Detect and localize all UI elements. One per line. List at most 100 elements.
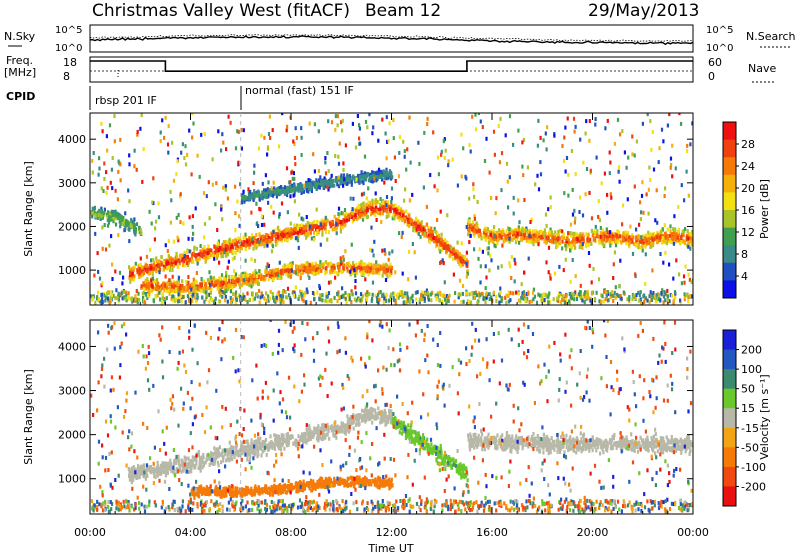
power-cell-main_band — [447, 246, 450, 251]
power-cell-main_band — [392, 213, 395, 218]
power-cell-lower_band — [169, 282, 172, 287]
power-cell-near-range — [420, 293, 423, 297]
power-cell-lower_band — [264, 276, 267, 281]
power-cell-upper_arc — [331, 179, 334, 184]
power-cell-late_band — [484, 229, 487, 234]
power-cell-lower_band — [252, 279, 255, 284]
power-cell-late_band — [651, 241, 654, 246]
power-cell-late_band — [687, 236, 690, 241]
power-cell-early_patch — [113, 212, 116, 217]
power-cell-upper_arc — [291, 187, 295, 192]
power-cell-main_band — [330, 220, 333, 225]
power-cell-late_band — [468, 232, 471, 236]
power-cell-scatter — [385, 195, 389, 199]
power-cell-scatter — [403, 154, 406, 159]
power-cell-near-range — [96, 295, 99, 300]
power-cell-scatter — [554, 240, 557, 245]
power-cell-near-range — [637, 290, 640, 295]
power-cell-main_band — [215, 252, 218, 257]
power-cell-scatter — [439, 261, 442, 265]
power-cell-late_band — [517, 225, 520, 230]
power-cell-early_patch — [118, 219, 121, 224]
power-cell-main_band — [277, 225, 280, 230]
power-cell-scatter — [191, 113, 194, 116]
power-cell-scatter — [595, 290, 598, 295]
power-cell-early_patch — [131, 219, 135, 224]
power-cell-early_patch — [105, 212, 109, 217]
power-cell-scatter — [547, 245, 551, 250]
power-cell-scatter — [184, 144, 187, 149]
power-cell-scatter — [344, 143, 347, 148]
power-cell-scatter — [417, 140, 420, 145]
power-cell-late_band — [511, 230, 514, 235]
power-cell-lower_band — [177, 275, 180, 280]
power-cell-main_band — [295, 223, 298, 228]
power-cell-scatter — [436, 188, 439, 193]
power-cell-early_patch — [90, 211, 93, 216]
power-cell-late_band — [622, 238, 625, 243]
power-cell-late_band — [672, 231, 675, 236]
power-cell-near-range — [214, 296, 217, 301]
power-cell-late_band — [515, 233, 518, 238]
power-cell-scatter — [236, 199, 239, 204]
power-cell-near-range — [279, 294, 282, 299]
power-cell-main_band — [315, 226, 318, 231]
power-cell-near-range — [479, 293, 482, 297]
power-cell-late_band — [561, 246, 564, 251]
power-cell-near-range — [583, 300, 586, 305]
power-cell-main_band — [287, 227, 290, 232]
power-cell-main_band — [284, 237, 287, 242]
power-cell-main_band — [203, 250, 206, 255]
power-cell-late_band — [684, 226, 687, 231]
power-cell-late_band — [483, 235, 486, 240]
power-cell-lower_band — [375, 268, 378, 273]
power-cell-main_band — [315, 220, 318, 225]
power-cell-late_band — [561, 239, 564, 244]
power-cell-scatter — [236, 129, 239, 134]
power-cell-scatter — [547, 207, 550, 212]
power-cell-upper_arc — [247, 197, 250, 202]
power-cell-late_band — [685, 235, 688, 240]
power-cell-main_band — [421, 228, 424, 232]
power-cell-main_band — [157, 262, 160, 267]
power-cell-scatter — [194, 206, 197, 211]
power-cell-late_band — [663, 232, 666, 236]
power-cell-near-range — [321, 298, 324, 303]
power-cell-upper_arc — [342, 173, 346, 178]
power-cell-lower_band — [317, 267, 320, 272]
power-cell-near-range — [408, 296, 411, 301]
power-cell-scatter — [640, 210, 643, 215]
power-cell-near-range — [382, 300, 385, 305]
power-cell-near-range — [640, 300, 643, 305]
power-cell-scatter — [181, 142, 184, 147]
power-cell-scatter — [237, 160, 240, 165]
power-cell-main_band — [160, 255, 163, 260]
power-cell-late_band — [517, 228, 520, 233]
power-cell-scatter — [537, 118, 540, 123]
power-cell-scatter — [647, 187, 650, 192]
power-cell-main_band — [439, 249, 442, 254]
power-cell-main_band — [228, 249, 231, 254]
power-cell-scatter — [587, 251, 591, 255]
power-cell-main_band — [333, 227, 336, 232]
power-cell-scatter — [202, 191, 206, 196]
power-cell-main_band — [167, 254, 170, 258]
power-cell-scatter — [339, 258, 342, 263]
power-cell-near-range — [344, 291, 347, 295]
power-cell-upper_arc — [262, 193, 265, 198]
power-cell-scatter — [354, 279, 357, 283]
power-cell-near-range — [130, 297, 133, 302]
power-cell-late_band — [502, 232, 505, 237]
power-cell-scatter — [588, 263, 591, 268]
power-cell-main_band — [138, 267, 142, 272]
power-cell-scatter — [326, 151, 329, 155]
power-cell-late_band — [555, 238, 558, 243]
power-cell-main_band — [362, 201, 365, 206]
power-cell-near-range — [666, 298, 669, 303]
power-cell-scatter — [400, 235, 403, 239]
power-cell-main_band — [244, 232, 247, 237]
power-cell-scatter — [508, 236, 511, 241]
power-cell-scatter — [97, 269, 100, 274]
power-cell-main_band — [354, 213, 357, 217]
power-cell-scatter — [553, 133, 556, 138]
